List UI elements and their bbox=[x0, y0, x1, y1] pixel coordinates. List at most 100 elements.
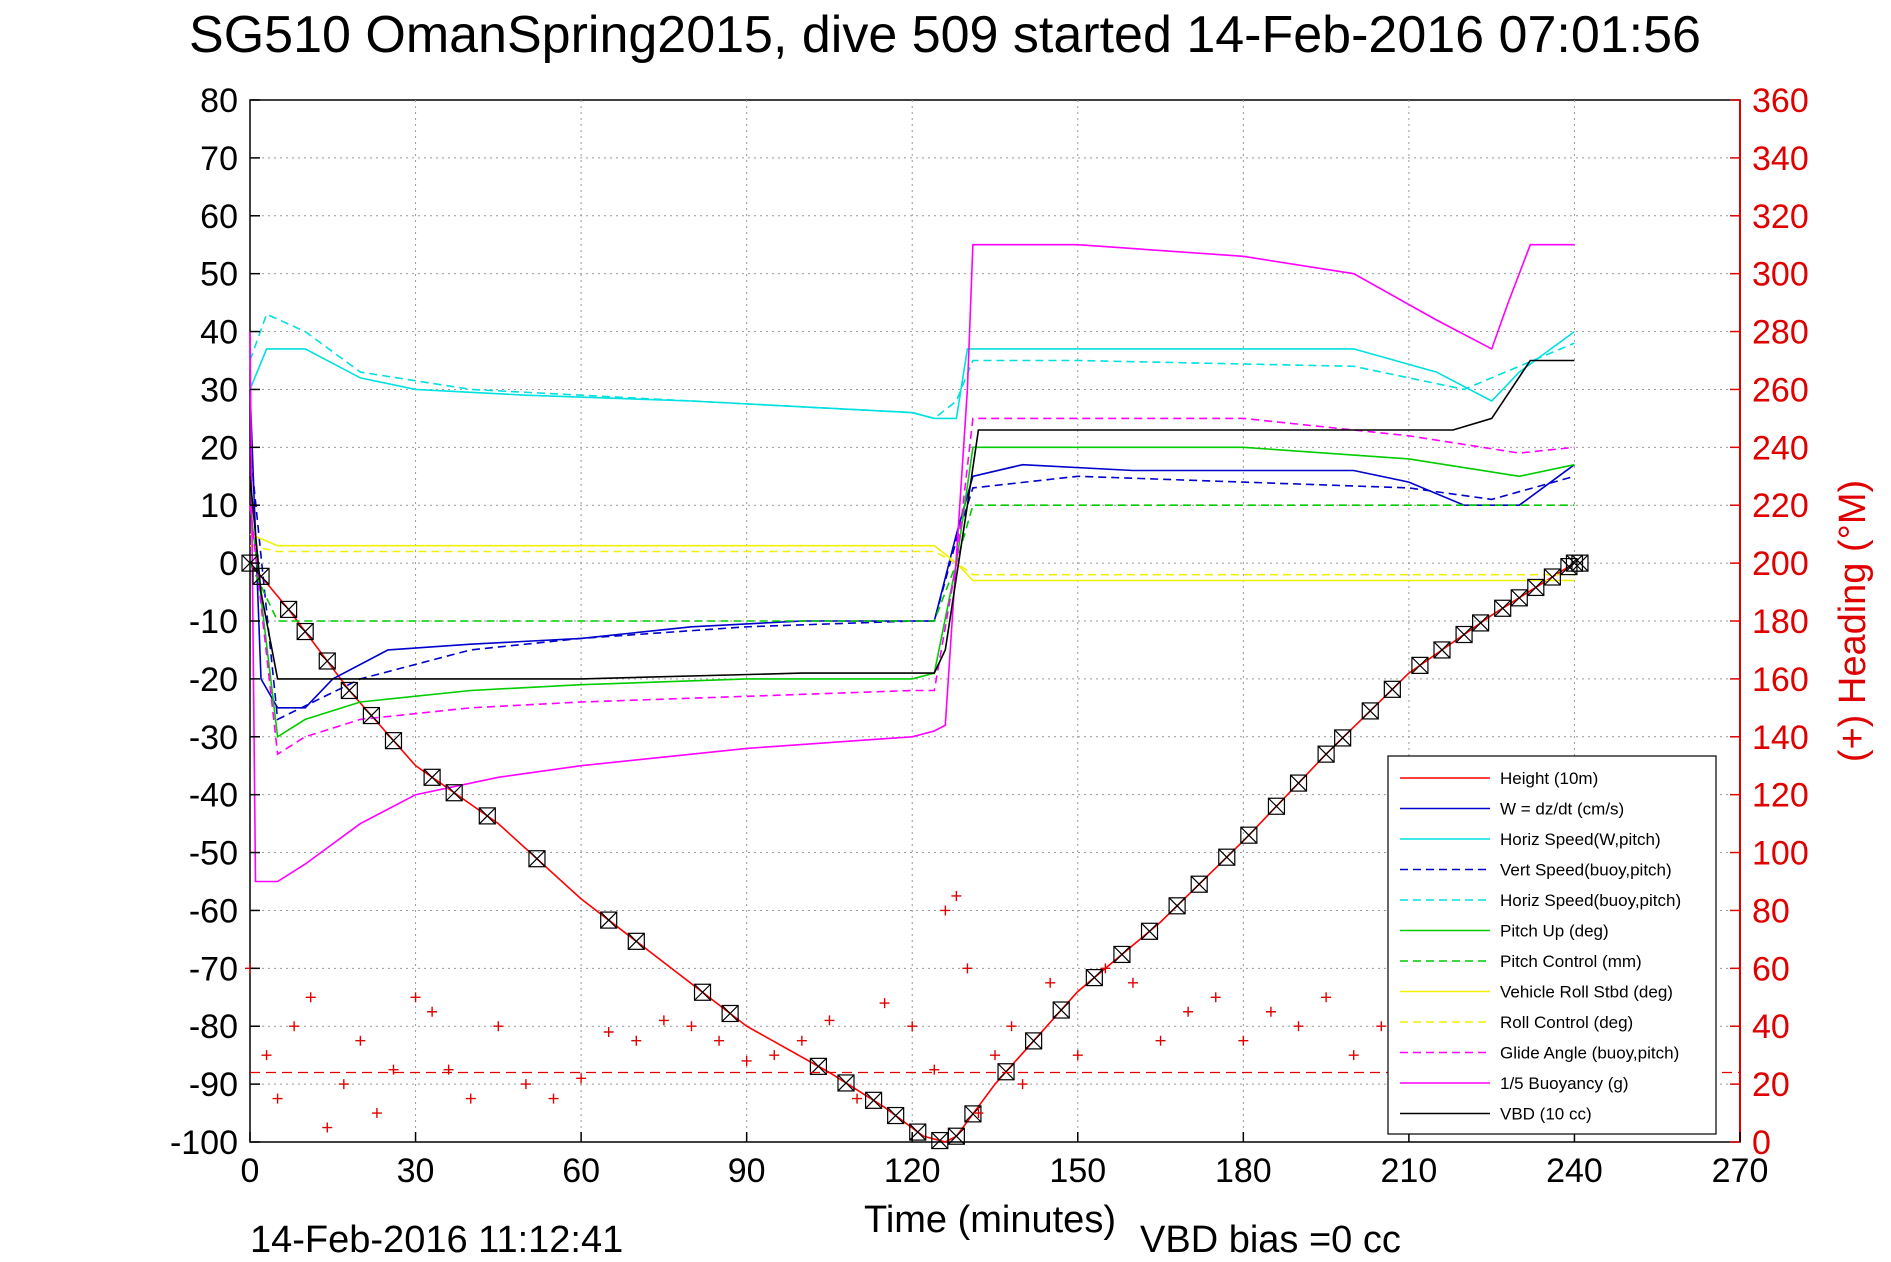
y-right-tick-label: 280 bbox=[1752, 314, 1809, 352]
x-axis-label: Time (minutes) bbox=[864, 1199, 1116, 1241]
heading-marker bbox=[929, 1064, 940, 1075]
y-right-tick-label: 260 bbox=[1752, 371, 1809, 409]
height-marker-cross bbox=[837, 1074, 855, 1092]
legend-label: Vert Speed(buoy,pitch) bbox=[1500, 861, 1672, 880]
height-marker bbox=[340, 681, 358, 700]
height-marker bbox=[1472, 614, 1490, 632]
series-line-pitch-up-deg bbox=[249, 446, 1575, 739]
height-marker-box bbox=[837, 1074, 855, 1092]
heading-marker bbox=[879, 998, 890, 1009]
height-marker bbox=[1411, 656, 1429, 674]
heading-marker bbox=[355, 1035, 366, 1046]
height-marker-box bbox=[600, 911, 618, 929]
heading-marker bbox=[1100, 963, 1111, 974]
height-marker-cross bbox=[1433, 641, 1451, 659]
height-marker-box bbox=[1472, 614, 1490, 632]
height-marker-cross bbox=[1560, 558, 1578, 576]
legend-label: Pitch Control (mm) bbox=[1500, 952, 1642, 971]
height-marker-box bbox=[296, 622, 314, 641]
y-tick-label: -80 bbox=[189, 1008, 238, 1046]
heading-marker bbox=[493, 1021, 504, 1032]
height-marker bbox=[627, 932, 645, 950]
height-marker-cross bbox=[1527, 578, 1545, 596]
heading-marker bbox=[371, 1108, 382, 1119]
y-tick-label: 20 bbox=[200, 429, 238, 467]
height-marker-box bbox=[1455, 625, 1473, 644]
height-marker bbox=[1289, 774, 1308, 792]
height-marker-box bbox=[721, 1004, 739, 1023]
legend-entry: Vehicle Roll Stbd (deg) bbox=[1400, 983, 1673, 1002]
heading-marker bbox=[1045, 977, 1056, 988]
legend-entry: Horiz Speed(buoy,pitch) bbox=[1400, 891, 1681, 910]
series-line-vehicle-roll-stbd-deg bbox=[249, 533, 1575, 582]
series-line-pitch-control-mm bbox=[249, 504, 1575, 622]
heading-marker bbox=[973, 1108, 984, 1119]
height-marker-cross bbox=[318, 652, 336, 670]
heading-marker bbox=[1376, 1021, 1387, 1032]
height-marker bbox=[887, 1106, 905, 1125]
y-right-tick-label: 60 bbox=[1752, 950, 1790, 988]
y-tick-label: 80 bbox=[200, 82, 238, 120]
legend-box bbox=[1387, 755, 1717, 1135]
height-marker-cross bbox=[1566, 554, 1583, 572]
heading-marker bbox=[852, 1093, 863, 1104]
heading-marker bbox=[272, 1093, 283, 1104]
x-tick-label: 180 bbox=[1215, 1152, 1272, 1190]
y-right-tick-label: 360 bbox=[1752, 82, 1809, 120]
x-tick-label: 30 bbox=[397, 1152, 435, 1190]
footer-timestamp: 14-Feb-2016 11:12:41 bbox=[250, 1219, 623, 1261]
height-marker-box bbox=[1361, 702, 1379, 720]
x-tick-label: 210 bbox=[1381, 1152, 1438, 1190]
height-marker-cross bbox=[362, 707, 380, 724]
height-marker-box bbox=[1052, 1001, 1070, 1019]
height-marker-box bbox=[809, 1057, 828, 1075]
legend-label: Horiz Speed(W,pitch) bbox=[1500, 830, 1661, 849]
height-marker-box bbox=[1289, 774, 1308, 792]
y-right-tick-label: 180 bbox=[1752, 603, 1809, 641]
y-right-tick-label: 220 bbox=[1752, 487, 1809, 525]
height-marker-cross bbox=[1290, 774, 1307, 792]
heading-marker bbox=[1183, 1006, 1194, 1017]
height-marker bbox=[721, 1004, 739, 1023]
heading-marker bbox=[465, 1093, 476, 1104]
height-marker-box bbox=[1433, 641, 1451, 659]
height-marker-box bbox=[445, 784, 463, 802]
legend-label: Pitch Up (deg) bbox=[1500, 922, 1609, 941]
height-marker-cross bbox=[1383, 680, 1401, 698]
height-markers-group bbox=[241, 554, 1589, 1150]
heading-marker bbox=[1238, 1035, 1249, 1046]
height-marker-box bbox=[1190, 875, 1208, 893]
y-right-tick-label: 200 bbox=[1752, 545, 1809, 583]
y-tick-label: 40 bbox=[200, 314, 238, 352]
heading-marker bbox=[410, 992, 421, 1003]
height-marker-cross bbox=[1510, 589, 1528, 607]
heading-marker bbox=[714, 1035, 725, 1046]
heading-marker bbox=[658, 1015, 669, 1026]
height-marker-box bbox=[1411, 656, 1429, 674]
height-marker-box bbox=[280, 600, 298, 619]
height-marker-cross bbox=[1543, 568, 1561, 586]
y-tick-label: 30 bbox=[200, 371, 238, 409]
height-marker-cross bbox=[1190, 875, 1208, 893]
x-tick-label: 90 bbox=[728, 1152, 766, 1190]
height-marker-cross bbox=[1494, 599, 1512, 617]
height-marker-box bbox=[947, 1127, 965, 1145]
y-right-tick-label: 120 bbox=[1752, 777, 1809, 815]
y-right-tick-label: 40 bbox=[1752, 1008, 1790, 1046]
y-right-tick-label: 20 bbox=[1752, 1066, 1790, 1104]
legend-label: VBD (10 cc) bbox=[1500, 1105, 1592, 1124]
height-marker-cross bbox=[1455, 626, 1473, 643]
height-marker-cross bbox=[445, 784, 463, 802]
height-marker bbox=[1433, 641, 1451, 659]
heading-marker bbox=[1210, 992, 1221, 1003]
series-line-1-5-buoyancy-g bbox=[249, 243, 1575, 883]
series-line-vbd-10-cc bbox=[249, 359, 1575, 680]
legend: Height (10m) W = dz/dt (cm/s) Horiz Speed(… bbox=[1387, 755, 1717, 1135]
height-marker bbox=[997, 1063, 1015, 1081]
legend-entry: VBD (10 cc) bbox=[1400, 1105, 1592, 1124]
height-marker bbox=[837, 1074, 855, 1092]
heading-marker bbox=[1348, 1050, 1359, 1061]
heading-marker bbox=[1293, 1021, 1304, 1032]
height-marker-cross bbox=[1052, 1001, 1070, 1019]
height-marker bbox=[947, 1127, 965, 1145]
